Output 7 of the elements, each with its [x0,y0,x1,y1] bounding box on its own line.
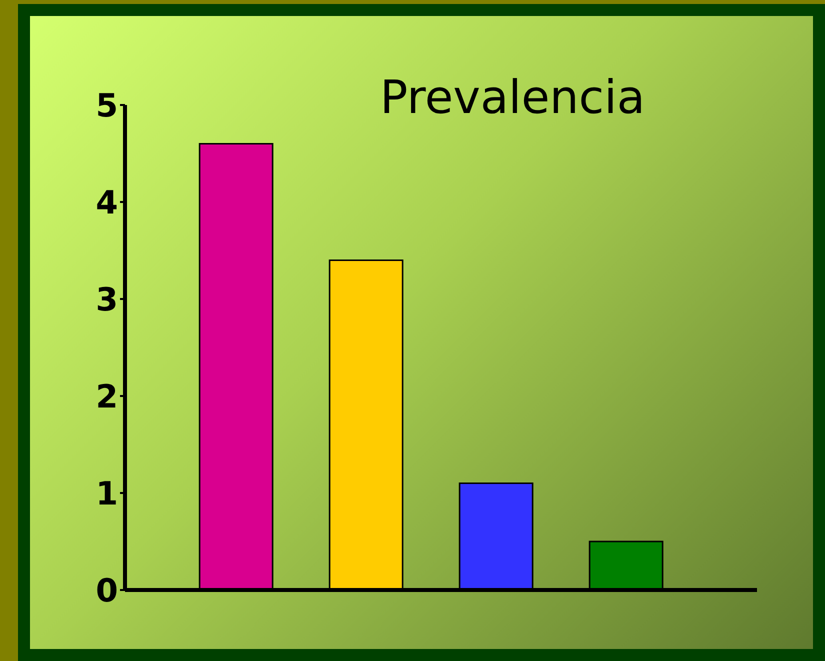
y-tick-label: 5 [96,86,118,124]
chart-title: Prevalencia [380,70,646,124]
y-tick-label: 2 [96,377,118,416]
y-tick-label: 1 [96,474,118,512]
y-tick-label: 0 [96,571,118,610]
y-tick-label: 4 [96,183,118,222]
y-tick-label: 3 [96,280,118,318]
